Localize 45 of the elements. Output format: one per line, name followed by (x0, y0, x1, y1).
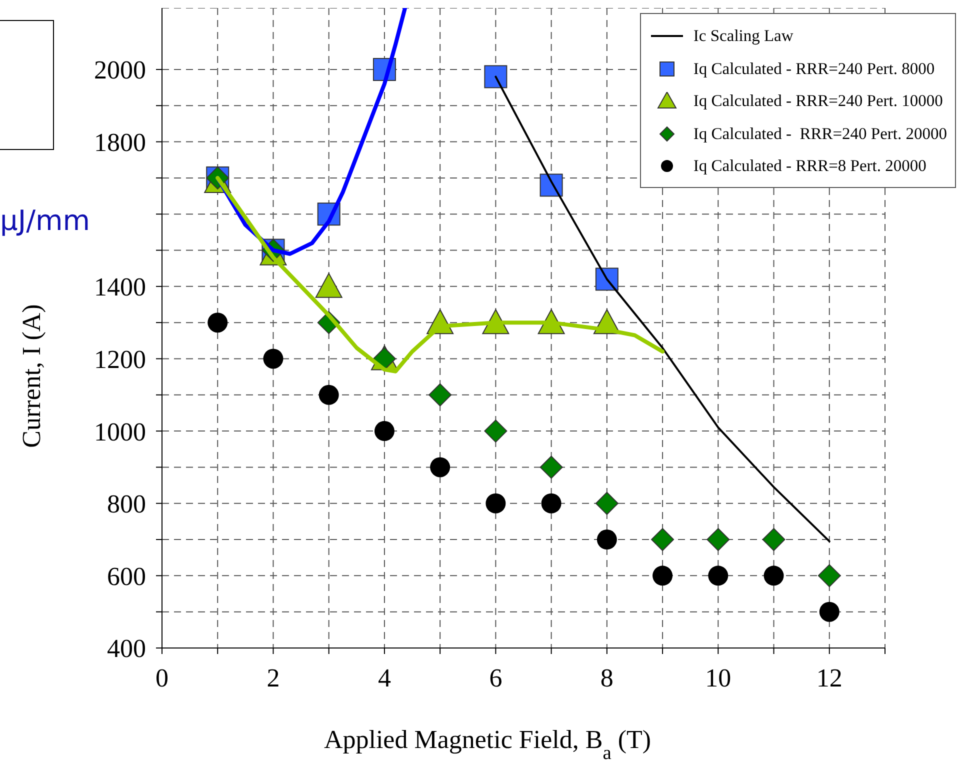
y-tick-label: 2000 (94, 56, 146, 85)
x-tick-label: 12 (816, 663, 842, 692)
x-tick-label: 6 (489, 663, 502, 692)
y-tick-label: 800 (107, 490, 146, 519)
text: μJ/mm (0, 204, 90, 237)
point (595, 492, 618, 515)
y-tick-label: 1200 (94, 344, 146, 374)
point (764, 566, 784, 586)
legend-label: Iq Calculated - RRR=8 Pert. 20000 (693, 156, 926, 176)
legend-label: Ic Scaling Law (693, 26, 794, 46)
point (374, 421, 394, 442)
point (315, 272, 342, 298)
point (819, 602, 840, 622)
point (430, 457, 450, 478)
y-tick-label: 1400 (94, 272, 146, 302)
x-tick-label: 0 (156, 663, 168, 692)
point (208, 312, 228, 333)
point (486, 493, 506, 514)
point (596, 530, 617, 550)
point (540, 456, 563, 479)
point (428, 383, 452, 406)
point (706, 528, 730, 552)
point (818, 564, 841, 588)
point (541, 493, 562, 514)
y-tick-label: 600 (107, 562, 146, 591)
legend-label: Iq Calculated - RRR=240 Pert. 8000 (693, 58, 935, 79)
point (651, 528, 674, 552)
x-axis-title: Applied Magnetic Field, B$_{a}$ (T) (324, 725, 652, 763)
point (708, 566, 728, 586)
y-tick-label: 400 (107, 634, 146, 664)
x-tick-label: 4 (378, 663, 391, 692)
point (484, 65, 508, 88)
y-tick-label: 1800 (94, 128, 146, 158)
x-tick-label: 10 (705, 663, 732, 692)
point (484, 420, 508, 443)
x-tick-label: 8 (600, 663, 614, 692)
point (318, 384, 339, 405)
y-tick-label: 1000 (94, 417, 146, 446)
point (652, 566, 673, 586)
legend-label: Iq Calculated - RRR=240 Pert. 20000 (693, 124, 947, 144)
point (263, 348, 284, 369)
legend-label: Iq Calculated - RRR=240 Pert. 10000 (693, 91, 943, 112)
y-axis-title: Current, I (A) (17, 304, 46, 448)
x-tick-label: 2 (266, 663, 280, 692)
point (762, 528, 786, 552)
